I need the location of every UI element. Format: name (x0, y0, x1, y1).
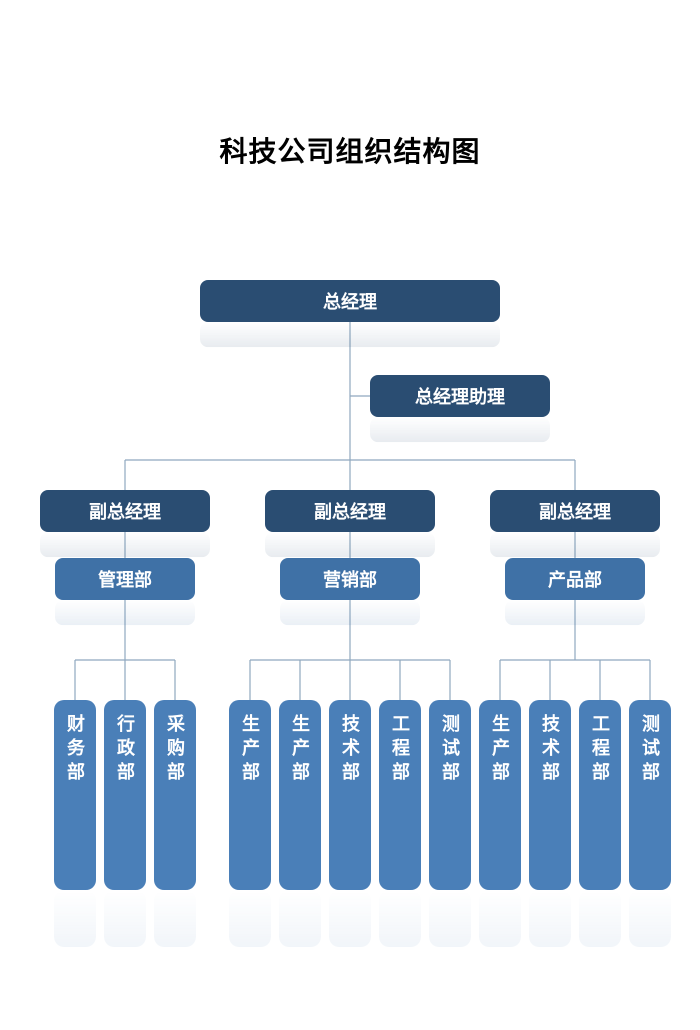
chart-title: 科技公司组织结构图 (0, 130, 700, 170)
org-chart-canvas: 科技公司组织结构图 总经理总经理助理副总经理 副总经理 副总经理管理部 营销部 产品部财… (0, 0, 700, 1030)
leaf-1-2: 技术部 (329, 700, 371, 890)
leaf-1-0: 生产部 (229, 700, 271, 890)
leaf-1-3: 工程部 (379, 700, 421, 890)
node-assistant: 总经理助理 (370, 375, 550, 417)
node-dept3: 产品部 (505, 558, 645, 600)
node-root: 总经理 (200, 280, 500, 322)
leaf-2-2: 工程部 (579, 700, 621, 890)
node-vp2: 副总经理 (265, 490, 435, 532)
leaf-0-2: 采购部 (154, 700, 196, 890)
node-vp1: 副总经理 (40, 490, 210, 532)
leaf-0-0: 财务部 (54, 700, 96, 890)
leaf-1-4: 测试部 (429, 700, 471, 890)
leaf-2-3: 测试部 (629, 700, 671, 890)
leaf-1-1: 生产部 (279, 700, 321, 890)
node-vp3: 副总经理 (490, 490, 660, 532)
leaf-0-1: 行政部 (104, 700, 146, 890)
leaf-2-0: 生产部 (479, 700, 521, 890)
node-dept2: 营销部 (280, 558, 420, 600)
node-dept1: 管理部 (55, 558, 195, 600)
leaf-2-1: 技术部 (529, 700, 571, 890)
